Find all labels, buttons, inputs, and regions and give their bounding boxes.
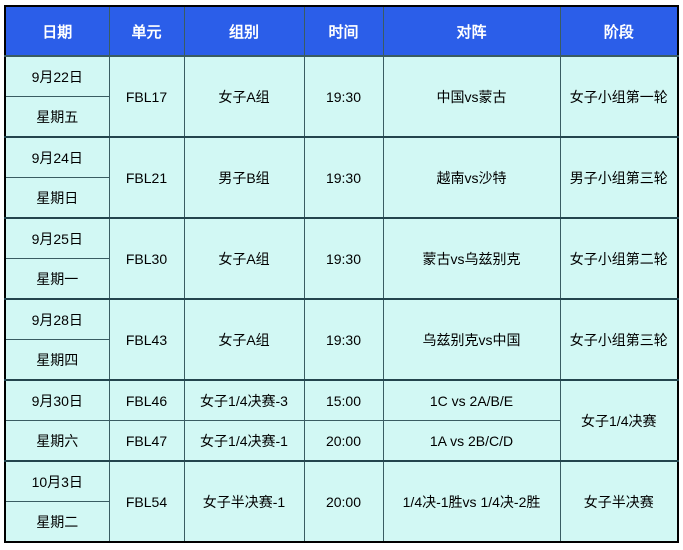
- table-row: 10月3日 FBL54 女子半决赛-1 20:00 1/4决-1胜vs 1/4决…: [4, 460, 679, 543]
- table-row: 9月25日 FBL30 女子A组 19:30 蒙古vs乌兹别克 女子小组第二轮: [4, 217, 679, 300]
- date-cell: 9月28日: [4, 298, 110, 340]
- group-cell: 男子B组: [183, 136, 305, 219]
- date-cell: 9月25日: [4, 217, 110, 259]
- unit-cell: FBL46: [108, 379, 185, 421]
- date-cell: 9月30日: [4, 379, 110, 421]
- column-header-date: 日期: [4, 5, 110, 57]
- weekday-cell: 星期五: [4, 96, 110, 138]
- table-row: 星期四: [4, 339, 678, 381]
- unit-cell: FBL21: [108, 136, 185, 219]
- match-cell: 乌兹别克vs中国: [382, 298, 561, 381]
- unit-cell: FBL54: [108, 460, 185, 543]
- date-cell: 9月24日: [4, 136, 110, 178]
- column-header-match: 对阵: [382, 5, 561, 57]
- stage-cell: 女子1/4决赛: [559, 379, 679, 462]
- time-cell: 20:00: [303, 420, 384, 462]
- time-cell: 19:30: [303, 298, 384, 381]
- table-row: 9月30日 FBL46 女子1/4决赛-3 15:00 1C vs 2A/B/E…: [4, 379, 679, 462]
- stage-cell: 女子半决赛: [559, 460, 679, 543]
- weekday-cell: 星期一: [4, 258, 110, 300]
- table-row: 9月28日 FBL43 女子A组 19:30 乌兹别克vs中国 女子小组第三轮: [4, 298, 679, 381]
- group-cell: 女子A组: [183, 298, 305, 381]
- date-cell: 10月3日: [4, 460, 110, 502]
- stage-cell: 女子小组第三轮: [559, 298, 679, 381]
- weekday-cell: 星期日: [4, 177, 110, 219]
- table-row: 9月22日 FBL17 女子A组 19:30 中国vs蒙古 女子小组第一轮: [4, 55, 679, 138]
- column-header-time: 时间: [303, 5, 384, 57]
- stage-cell: 女子小组第一轮: [559, 55, 679, 138]
- match-cell: 越南vs沙特: [382, 136, 561, 219]
- table-row: 9月24日 FBL21 男子B组 19:30 越南vs沙特 男子小组第三轮: [4, 136, 679, 219]
- stage-cell: 女子小组第二轮: [559, 217, 679, 300]
- group-cell: 女子A组: [183, 217, 305, 300]
- table-header-row: 日期 单元 组别 时间 对阵 阶段: [4, 5, 679, 57]
- time-cell: 20:00: [303, 460, 384, 543]
- table-row: 星期二: [4, 501, 678, 543]
- time-cell: 19:30: [303, 217, 384, 300]
- group-cell: 女子1/4决赛-3: [183, 379, 305, 421]
- stage-cell: 男子小组第三轮: [559, 136, 679, 219]
- match-cell: 中国vs蒙古: [382, 55, 561, 138]
- unit-cell: FBL17: [108, 55, 185, 138]
- time-cell: 15:00: [303, 379, 384, 421]
- time-cell: 19:30: [303, 136, 384, 219]
- table-row: 星期五: [4, 96, 678, 138]
- column-header-group: 组别: [183, 5, 305, 57]
- unit-cell: FBL30: [108, 217, 185, 300]
- schedule-table: 日期 单元 组别 时间 对阵 阶段 9月22日 FBL17 女子A组 19:30…: [4, 5, 679, 543]
- group-cell: 女子半决赛-1: [183, 460, 305, 543]
- table-row: 星期日: [4, 177, 678, 219]
- match-cell: 1C vs 2A/B/E: [382, 379, 561, 421]
- weekday-cell: 星期四: [4, 339, 110, 381]
- group-cell: 女子A组: [183, 55, 305, 138]
- match-cell: 1A vs 2B/C/D: [382, 420, 561, 462]
- column-header-unit: 单元: [108, 5, 185, 57]
- unit-cell: FBL43: [108, 298, 185, 381]
- unit-cell: FBL47: [108, 420, 185, 462]
- table-row: 星期六 FBL47 女子1/4决赛-1 20:00 1A vs 2B/C/D: [4, 420, 678, 462]
- column-header-stage: 阶段: [559, 5, 679, 57]
- match-cell: 1/4决-1胜vs 1/4决-2胜: [382, 460, 561, 543]
- weekday-cell: 星期二: [4, 501, 110, 543]
- group-cell: 女子1/4决赛-1: [183, 420, 305, 462]
- time-cell: 19:30: [303, 55, 384, 138]
- date-cell: 9月22日: [4, 55, 110, 97]
- weekday-cell: 星期六: [4, 420, 110, 462]
- match-cell: 蒙古vs乌兹别克: [382, 217, 561, 300]
